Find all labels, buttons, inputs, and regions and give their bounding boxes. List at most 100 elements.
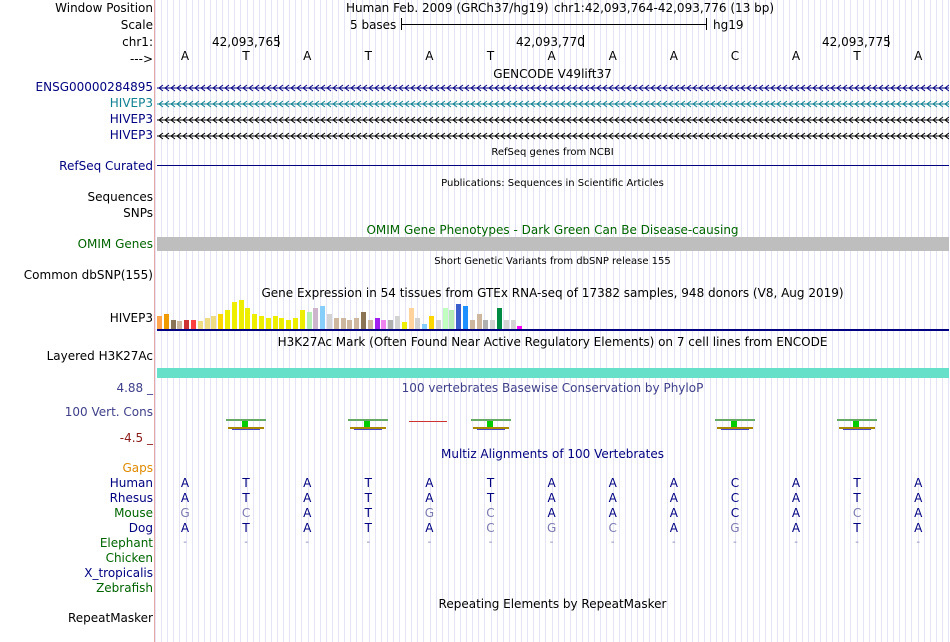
track-label-ensg[interactable]: ENSG00000284895 [35, 80, 153, 94]
track-label-sequences[interactable]: Sequences [87, 190, 153, 204]
gtex-tissue-bar[interactable] [177, 321, 183, 330]
alignment-base-dog: A [303, 521, 312, 535]
alignment-base-elephant: - [305, 537, 309, 548]
gtex-tissue-bar[interactable] [252, 314, 258, 330]
gtex-tissue-bar[interactable] [265, 318, 271, 330]
gtex-tissue-bar[interactable] [306, 312, 312, 330]
gene-hivep3-1[interactable] [157, 98, 949, 108]
gtex-tissue-bar[interactable] [415, 318, 421, 330]
chevron-left-icon [638, 132, 644, 140]
gtex-tissue-bar[interactable] [388, 320, 394, 330]
alignment-base-rhesus: A [425, 491, 434, 505]
chevron-left-icon [896, 132, 902, 140]
chevron-left-icon [578, 132, 584, 140]
track-label-h3k27ac[interactable]: Layered H3K27Ac [46, 349, 153, 363]
gtex-tissue-bar[interactable] [435, 320, 441, 330]
gene-hivep3-3[interactable] [157, 130, 949, 140]
gtex-tissue-bar[interactable] [401, 322, 407, 330]
chevron-left-icon [878, 132, 884, 140]
chevron-left-icon [236, 132, 242, 140]
refseq-gene-line[interactable] [157, 165, 949, 166]
gtex-tissue-bar[interactable] [429, 316, 434, 330]
alignment-base-mouse: C [730, 506, 740, 520]
track-label-snps[interactable]: SNPs [123, 206, 153, 220]
h3k27ac-signal-bar[interactable] [157, 368, 949, 378]
track-label-hivep3-3[interactable]: HIVEP3 [109, 128, 153, 142]
gtex-tissue-bar[interactable] [381, 320, 387, 330]
chevron-left-icon [404, 100, 410, 108]
alignment-base-dog: A [791, 521, 801, 535]
gtex-tissue-bar[interactable] [231, 302, 237, 330]
gtex-tissue-bar[interactable] [408, 308, 414, 330]
grid-line [697, 0, 699, 642]
chevron-left-icon [452, 84, 458, 92]
gtex-tissue-bar[interactable] [191, 320, 196, 330]
gtex-tissue-bar[interactable] [340, 318, 346, 330]
chevron-left-icon [920, 132, 926, 140]
chevron-left-icon [704, 84, 710, 92]
gtex-tissue-bar[interactable] [422, 324, 428, 330]
gtex-tissue-bar[interactable] [184, 320, 190, 330]
gtex-tissue-bar[interactable] [320, 306, 326, 330]
gtex-tissue-bar[interactable] [204, 318, 210, 330]
gtex-tissue-bar[interactable] [510, 320, 516, 330]
chevron-left-icon [836, 132, 842, 140]
chevron-left-icon [686, 132, 692, 140]
gtex-tissue-bar[interactable] [503, 320, 509, 330]
gtex-tissue-bar[interactable] [476, 314, 482, 330]
gtex-tissue-bar[interactable] [170, 320, 176, 330]
gtex-tissue-bar[interactable] [157, 316, 162, 330]
gtex-tissue-bar[interactable] [259, 316, 264, 330]
gtex-tissue-bar[interactable] [286, 320, 292, 330]
chevron-left-icon [320, 132, 326, 140]
gtex-tissue-bar[interactable] [395, 316, 400, 330]
gtex-tissue-bar[interactable] [333, 318, 339, 330]
alignment-base-elephant: - [244, 537, 248, 548]
gene-ensg[interactable] [157, 82, 949, 92]
gtex-tissue-bar[interactable] [163, 314, 169, 330]
gtex-tissue-bar[interactable] [238, 300, 244, 330]
track-label-repeatmasker[interactable]: RepeatMasker [67, 611, 153, 625]
gtex-tissue-bar[interactable] [313, 308, 319, 330]
gtex-tissue-bar[interactable] [456, 304, 462, 330]
gtex-tissue-bar[interactable] [483, 320, 489, 330]
gtex-tissue-bar[interactable] [469, 320, 475, 330]
chevron-left-icon [806, 132, 812, 140]
gtex-tissue-bar[interactable] [211, 316, 217, 330]
gtex-tissue-bar[interactable] [442, 308, 448, 330]
grid-line [710, 0, 712, 642]
gtex-tissue-bar[interactable] [497, 308, 502, 330]
gene-hivep3-2[interactable] [157, 114, 949, 124]
gtex-tissue-bar[interactable] [197, 321, 203, 330]
gtex-tissue-bar[interactable] [299, 310, 305, 330]
track-label-hivep3-2[interactable]: HIVEP3 [109, 112, 153, 126]
gtex-bar-chart[interactable] [157, 296, 949, 330]
gtex-tissue-bar[interactable] [225, 310, 230, 330]
gtex-tissue-bar[interactable] [354, 318, 360, 330]
track-label-hivep3-1[interactable]: HIVEP3 [109, 96, 153, 110]
gtex-tissue-bar[interactable] [367, 320, 373, 330]
gtex-tissue-bar[interactable] [293, 318, 298, 330]
gtex-tissue-bar[interactable] [327, 314, 332, 330]
track-label-gaps[interactable]: Gaps [122, 461, 153, 475]
track-label-cons[interactable]: 100 Vert. Cons [64, 405, 153, 419]
gtex-tissue-bar[interactable] [279, 318, 285, 330]
gtex-tissue-bar[interactable] [463, 306, 468, 330]
chevron-left-icon [854, 132, 860, 140]
track-label-refseq[interactable]: RefSeq Curated [59, 159, 153, 173]
track-label-gtex-hivep3[interactable]: HIVEP3 [109, 311, 153, 325]
track-label-omim[interactable]: OMIM Genes [77, 237, 153, 251]
gtex-tissue-bar[interactable] [517, 326, 523, 330]
gtex-tissue-bar[interactable] [272, 316, 278, 330]
chevron-left-icon [362, 84, 368, 92]
gtex-tissue-bar[interactable] [347, 320, 353, 330]
chevron-left-icon [476, 116, 482, 124]
omim-gene-bar[interactable] [157, 237, 949, 251]
gtex-tissue-bar[interactable] [449, 310, 455, 330]
gtex-tissue-bar[interactable] [490, 320, 496, 330]
gtex-tissue-bar[interactable] [245, 308, 251, 330]
gtex-tissue-bar[interactable] [374, 318, 380, 330]
gtex-tissue-bar[interactable] [218, 314, 224, 330]
gtex-tissue-bar[interactable] [361, 312, 366, 330]
track-label-common-snp[interactable]: Common dbSNP(155) [23, 268, 153, 282]
